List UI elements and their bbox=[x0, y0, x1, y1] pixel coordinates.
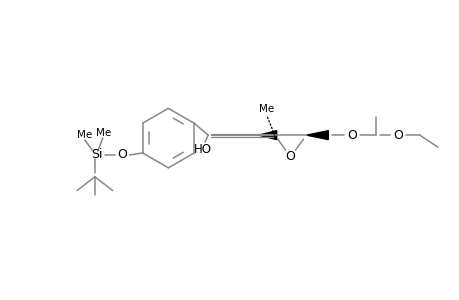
Polygon shape bbox=[306, 131, 328, 140]
Text: Si: Si bbox=[91, 148, 102, 161]
Text: Me: Me bbox=[96, 128, 111, 138]
Text: O: O bbox=[392, 129, 402, 142]
Text: HO: HO bbox=[194, 142, 212, 155]
Polygon shape bbox=[258, 131, 276, 140]
Text: Me: Me bbox=[77, 130, 92, 140]
Text: Me: Me bbox=[258, 104, 274, 114]
Text: O: O bbox=[347, 129, 356, 142]
Text: O: O bbox=[285, 150, 295, 164]
Text: O: O bbox=[118, 148, 127, 161]
